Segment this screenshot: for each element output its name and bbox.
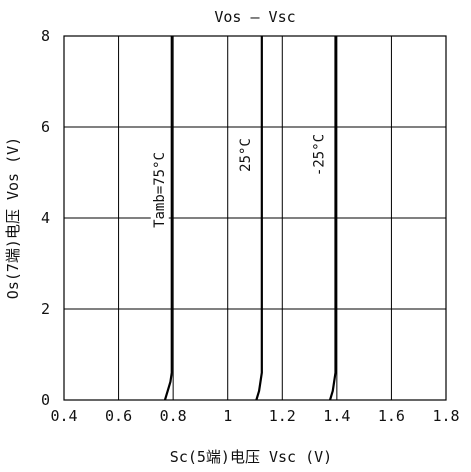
- x-tick-label: 0.6: [105, 407, 132, 425]
- series-line: [163, 36, 173, 401]
- y-tick-labels: 0 2 4 6 8: [41, 27, 50, 409]
- y-tick-label: 8: [41, 27, 50, 45]
- y-axis-title: Os(7端)电压 Vos (V): [4, 137, 22, 299]
- x-tick-label: 1: [223, 407, 232, 425]
- x-axis-title: Sc(5端)电压 Vsc (V): [170, 448, 332, 466]
- x-tick-label: 1.4: [323, 407, 350, 425]
- plot-frame: [63, 35, 447, 401]
- series-line: [328, 36, 337, 401]
- chart-title: Vos — Vsc: [214, 8, 295, 26]
- series-label-background: [150, 149, 169, 231]
- series-line: [255, 36, 263, 401]
- y-tick-label: 0: [41, 391, 50, 409]
- series-label-background: [310, 130, 329, 180]
- grid: [64, 36, 446, 400]
- curves: Tamb=75°C 25°C -25°C: [150, 36, 337, 401]
- x-tick-label: 1.6: [378, 407, 405, 425]
- y-tick-label: 4: [41, 209, 50, 227]
- x-tick-label: 1.8: [432, 407, 459, 425]
- x-tick-label: 0.4: [50, 407, 77, 425]
- y-tick-label: 6: [41, 118, 50, 136]
- x-tick-label: 0.8: [160, 407, 187, 425]
- y-tick-label: 2: [41, 300, 50, 318]
- series-label: 25°C: [238, 138, 254, 172]
- series-label: -25°C: [311, 134, 327, 176]
- series-label: Tamb=75°C: [152, 152, 168, 228]
- x-tick-labels: 0.4 0.6 0.8 1 1.2 1.4 1.6 1.8: [50, 407, 459, 425]
- x-tick-label: 1.2: [269, 407, 296, 425]
- series-label-background: [236, 135, 255, 175]
